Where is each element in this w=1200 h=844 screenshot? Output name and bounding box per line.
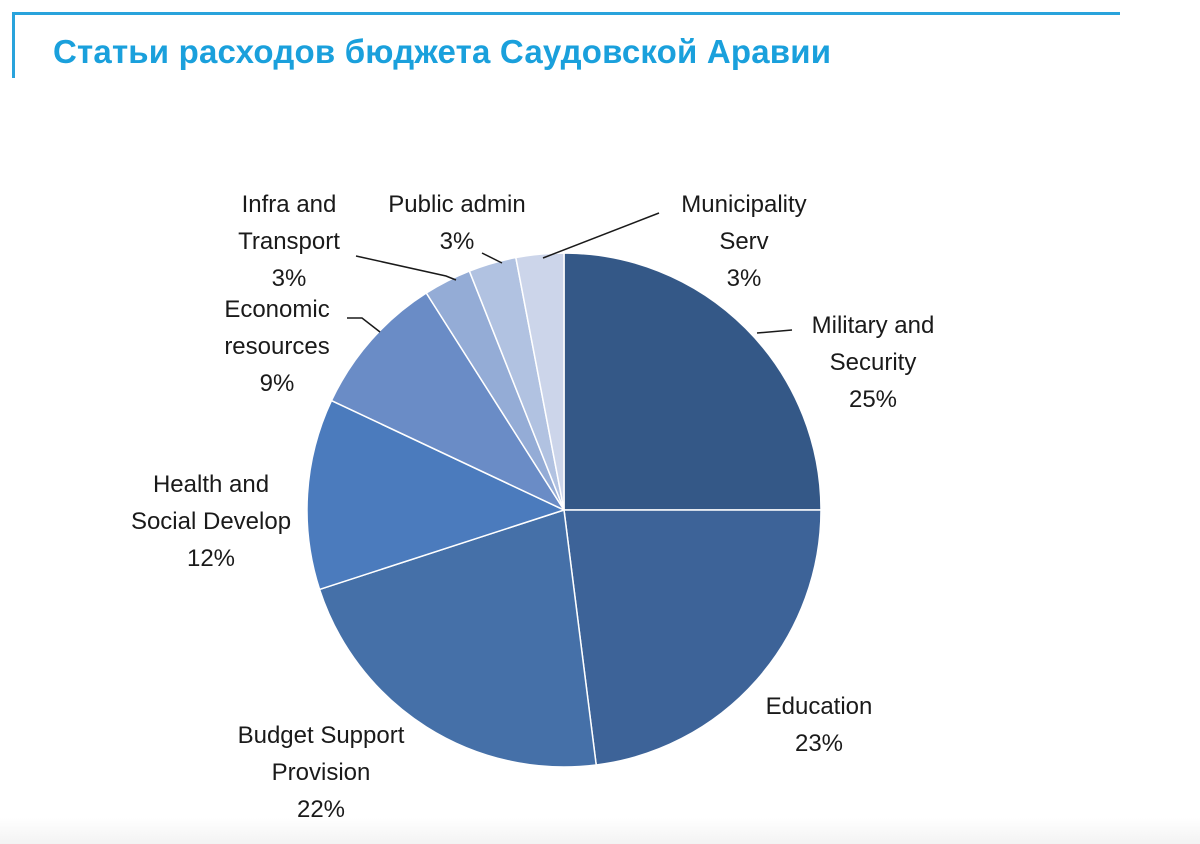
data-label-military-and-security: Military and Security 25%	[812, 312, 935, 413]
pie-slice-budget-support-provision	[318, 509, 597, 768]
pie-slice-military-and-security	[563, 252, 822, 511]
leader-line-military-and-security	[756, 329, 793, 334]
data-label-budget-support-provision: Budget Support Provision 22%	[238, 722, 405, 823]
bottom-shade	[0, 818, 1200, 844]
leader-line-infra-and-transport	[355, 255, 457, 281]
leader-line-economic-resources	[347, 317, 381, 333]
data-label-economic-resources: Economic resources 9%	[224, 296, 329, 397]
pie-slice-economic-resources	[330, 292, 565, 511]
data-label-municipality-serv: Municipality Serv 3%	[681, 191, 806, 292]
title-frame-left-line	[12, 12, 15, 78]
data-label-public-admin: Public admin 3%	[388, 191, 525, 255]
pie-slice-education	[563, 509, 822, 766]
leader-line-municipality-serv	[542, 212, 660, 259]
data-label-infra-and-transport: Infra and Transport 3%	[238, 191, 340, 292]
pie-slice-health-and-social-develop	[306, 399, 565, 591]
page-title: Статьи расходов бюджета Саудовской Арави…	[53, 33, 832, 70]
title-frame-top-line	[12, 12, 1120, 15]
data-label-education: Education 23%	[766, 693, 873, 757]
pie-slice-municipality-serv	[515, 252, 565, 511]
leader-line-public-admin	[481, 252, 503, 264]
data-label-health-and-social-develop: Health and Social Develop 12%	[131, 471, 291, 572]
